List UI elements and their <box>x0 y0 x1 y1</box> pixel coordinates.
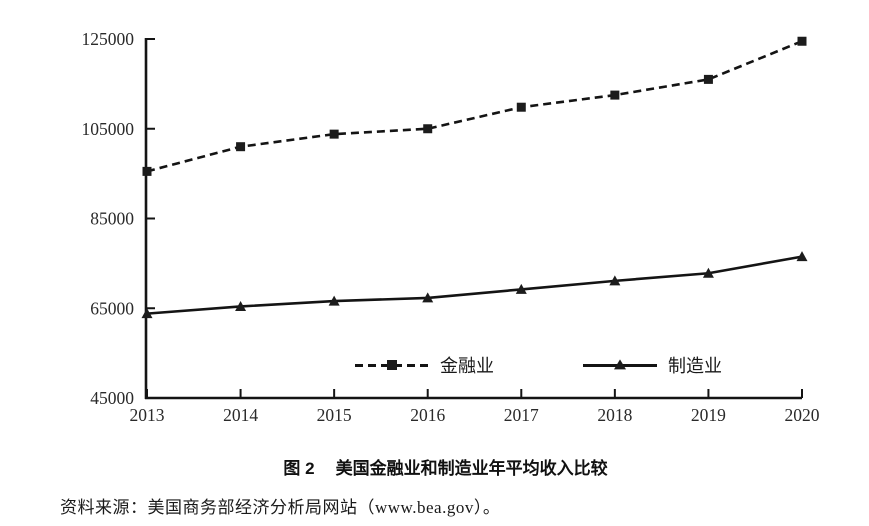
figure-number: 图 2 <box>283 459 315 478</box>
series-1-line <box>146 255 803 315</box>
series-1-triangle-marker <box>702 267 714 278</box>
legend-item-finance: 金融业 <box>355 355 494 376</box>
x-tick-label: 2018 <box>597 405 632 425</box>
series-0-square-marker <box>516 102 526 112</box>
y-tick-label: 85000 <box>90 209 134 229</box>
series-0-line <box>146 40 803 173</box>
line-chart: 45000 65000 85000 105000 125000 2013 2014 2015 2… <box>82 29 820 425</box>
legend-sample-finance <box>355 357 429 373</box>
y-tick-label: 105000 <box>82 119 135 139</box>
series-1-triangle-marker <box>515 283 527 294</box>
series-1-triangle-marker <box>796 251 808 262</box>
x-tick-label: 2017 <box>504 405 539 425</box>
series-0-square-marker <box>236 142 246 152</box>
series-0-square-marker <box>797 36 807 46</box>
series-1-triangle-marker <box>141 308 153 319</box>
series-1-triangle-marker <box>422 292 434 303</box>
series-0-square-marker <box>610 90 620 100</box>
series-1-triangle-marker <box>235 300 247 311</box>
legend-sample-manufacturing <box>583 357 657 373</box>
y-tick-label: 45000 <box>90 388 134 408</box>
legend-item-manufacturing: 制造业 <box>583 355 722 376</box>
series-1-triangle-marker <box>609 275 621 286</box>
square-marker-icon <box>387 360 397 370</box>
series-0-square-marker <box>703 74 713 84</box>
legend-label-finance: 金融业 <box>440 356 494 376</box>
series-1-triangle-marker <box>328 295 340 306</box>
legend-label-manufacturing: 制造业 <box>668 356 722 376</box>
x-tick-label: 2019 <box>691 405 726 425</box>
series-0-square-marker <box>423 124 433 134</box>
y-tick-label: 125000 <box>82 29 135 49</box>
x-tick-label: 2016 <box>410 405 445 425</box>
x-tick-label: 2014 <box>223 405 258 425</box>
figure-caption: 图 2 美国金融业和制造业年平均收入比较 <box>21 454 869 479</box>
triangle-marker-icon <box>614 359 626 370</box>
y-tick-label: 65000 <box>90 298 134 318</box>
series-0-square-marker <box>329 129 339 139</box>
source-note: 资料来源：美国商务部经济分析局网站（www.bea.gov）。 <box>60 498 501 517</box>
x-tick-label: 2015 <box>317 405 352 425</box>
figure-title: 美国金融业和制造业年平均收入比较 <box>335 459 608 478</box>
x-tick-label: 2013 <box>130 405 165 425</box>
chart-legend: 金融业 制造业 <box>0 355 869 376</box>
series-0-square-marker <box>142 166 152 176</box>
x-tick-label: 2020 <box>785 405 820 425</box>
